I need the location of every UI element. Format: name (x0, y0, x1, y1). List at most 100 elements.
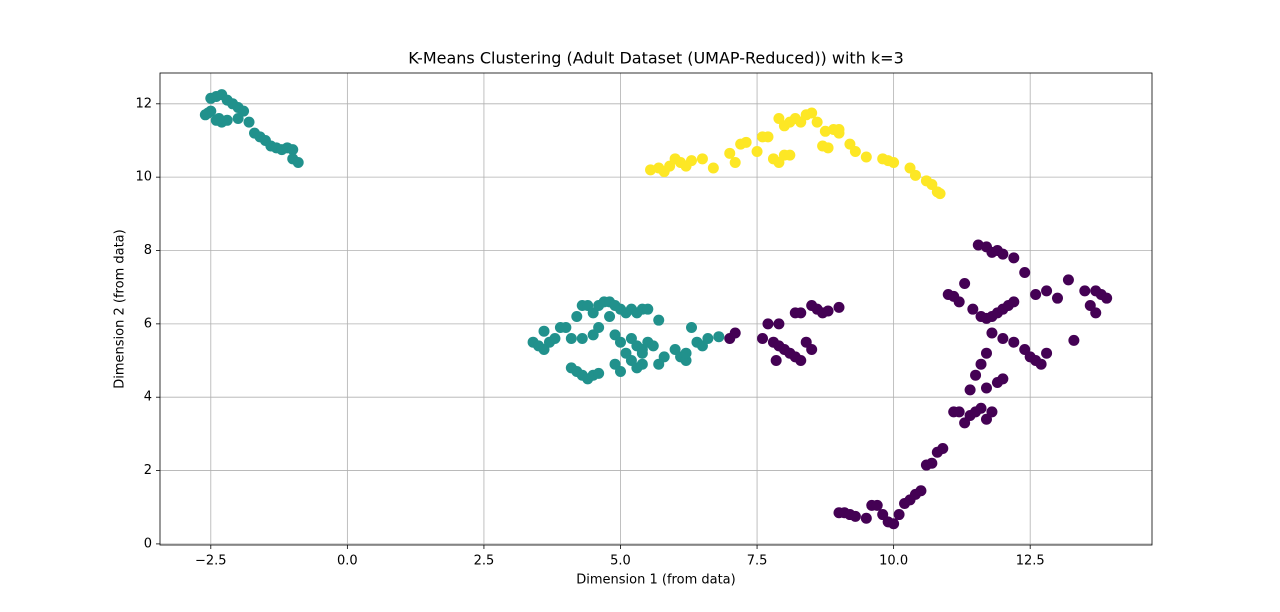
point (1068, 334, 1080, 346)
point (757, 333, 769, 345)
point (751, 145, 763, 157)
point (997, 248, 1009, 260)
y-tick-label: 2 (144, 463, 152, 478)
point (636, 358, 648, 370)
point (740, 136, 752, 148)
point (571, 311, 583, 323)
x-axis-label: Dimension 1 (from data) (576, 573, 735, 588)
point (1008, 252, 1020, 264)
point (967, 303, 979, 315)
point (292, 156, 304, 168)
point (1035, 358, 1047, 370)
x-tick-label: 5.0 (610, 554, 631, 569)
point (980, 347, 992, 359)
point (702, 333, 714, 345)
point (822, 305, 834, 317)
point (871, 499, 883, 511)
point (593, 322, 605, 334)
point (811, 116, 823, 128)
point (1079, 285, 1091, 297)
point (576, 333, 588, 345)
point (724, 147, 736, 159)
point (953, 296, 965, 308)
point (784, 149, 796, 161)
point (1051, 292, 1063, 304)
point (833, 301, 845, 313)
plot-frame (159, 72, 1153, 546)
point (680, 347, 692, 359)
point (653, 314, 665, 326)
point (964, 384, 976, 396)
point (806, 344, 818, 356)
point (243, 116, 255, 128)
point (934, 188, 946, 200)
points (199, 89, 1113, 530)
point (686, 155, 698, 167)
point (729, 327, 741, 339)
point (636, 347, 648, 359)
point (647, 340, 659, 352)
point (221, 114, 233, 126)
point (888, 156, 900, 168)
point (937, 443, 949, 455)
point (795, 355, 807, 367)
point (822, 142, 834, 154)
point (604, 311, 616, 323)
point (986, 327, 998, 339)
point (1101, 292, 1113, 304)
point (213, 112, 225, 124)
point (997, 333, 1009, 345)
point (614, 336, 626, 348)
point (970, 369, 982, 381)
point (614, 366, 626, 378)
point (860, 512, 872, 524)
point (549, 333, 561, 345)
point (959, 278, 971, 290)
point (645, 164, 657, 176)
point (1062, 274, 1074, 286)
point (696, 153, 708, 165)
y-tick-label: 10 (135, 170, 152, 185)
point (202, 107, 214, 119)
x-tick-label: 0.0 (337, 554, 358, 569)
point (975, 402, 987, 414)
point (1008, 336, 1020, 348)
point (833, 123, 845, 135)
point (972, 239, 984, 251)
point (1041, 347, 1053, 359)
point (729, 156, 741, 168)
point (909, 169, 921, 181)
y-tick-label: 6 (144, 316, 152, 331)
point (953, 406, 965, 418)
point (653, 358, 665, 370)
point (770, 355, 782, 367)
point (806, 107, 818, 119)
x-tick-label: 2.5 (474, 554, 495, 569)
point (773, 318, 785, 330)
point (713, 331, 725, 343)
point (819, 125, 831, 137)
y-tick-label: 12 (135, 96, 152, 111)
x-tick-label: 12.5 (1016, 554, 1045, 569)
chart-title: K-Means Clustering (Adult Dataset (UMAP-… (408, 49, 904, 68)
point (860, 151, 872, 163)
x-tick-label: 10.0 (879, 554, 908, 569)
point (538, 325, 550, 337)
point (980, 382, 992, 394)
point (1019, 267, 1031, 279)
y-tick-label: 8 (144, 243, 152, 258)
point (997, 373, 1009, 385)
point (1090, 307, 1102, 319)
point (593, 367, 605, 379)
point (1030, 289, 1042, 301)
point (975, 358, 987, 370)
point (888, 518, 900, 530)
point (1090, 285, 1102, 297)
point (287, 144, 299, 156)
x-tick-label: −2.5 (195, 554, 227, 569)
point (642, 303, 654, 315)
point (762, 318, 774, 330)
y-tick-label: 4 (144, 390, 152, 405)
